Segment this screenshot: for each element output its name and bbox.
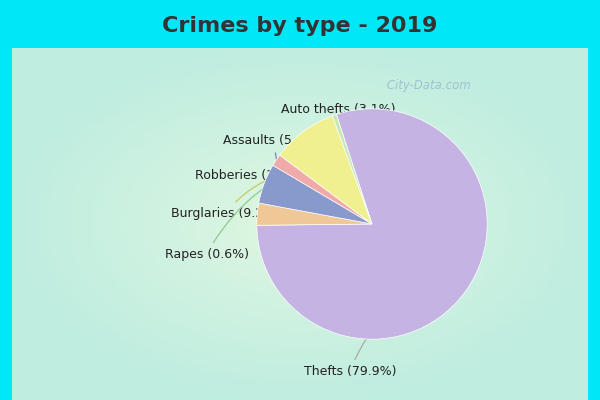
Text: City-Data.com: City-Data.com	[383, 79, 470, 92]
Wedge shape	[257, 203, 372, 225]
Wedge shape	[280, 116, 372, 224]
Text: Crimes by type - 2019: Crimes by type - 2019	[163, 16, 437, 36]
Text: Auto thefts (3.1%): Auto thefts (3.1%)	[266, 104, 396, 231]
Text: Rapes (0.6%): Rapes (0.6%)	[164, 160, 320, 261]
Wedge shape	[259, 165, 372, 224]
Text: Assaults (5.6%): Assaults (5.6%)	[223, 134, 320, 207]
Wedge shape	[332, 114, 372, 224]
Text: Robberies (1.7%): Robberies (1.7%)	[196, 169, 304, 190]
Wedge shape	[257, 109, 487, 339]
Text: Burglaries (9.2%): Burglaries (9.2%)	[172, 171, 296, 220]
Wedge shape	[273, 155, 372, 224]
Text: Thefts (79.9%): Thefts (79.9%)	[304, 293, 418, 378]
